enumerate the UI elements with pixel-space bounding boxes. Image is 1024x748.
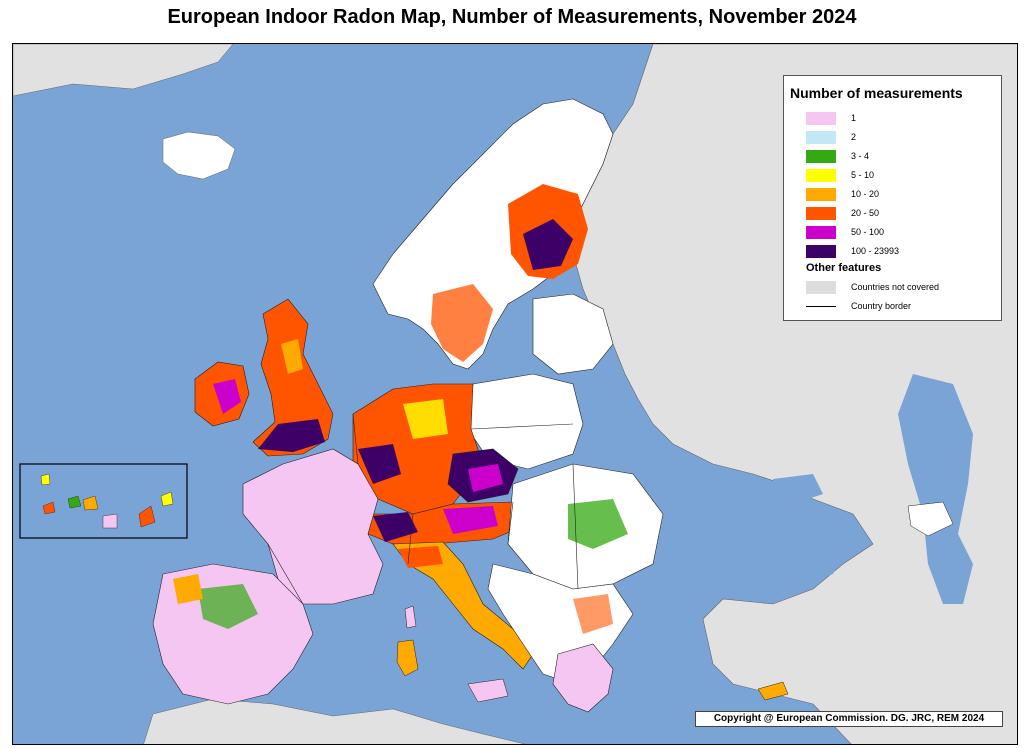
- greece: [552, 643, 614, 713]
- legend-label: 3 - 4: [851, 151, 870, 161]
- legend-swatch: [806, 206, 836, 220]
- legend-item: 2: [806, 130, 856, 144]
- legend-swatch: [806, 225, 836, 239]
- legend-label: Country border: [851, 301, 912, 311]
- cyprus: [757, 681, 789, 701]
- legend-swatch: [806, 111, 836, 125]
- legend-item: 3 - 4: [806, 149, 869, 163]
- austria-magenta: [443, 506, 498, 534]
- corsica: [404, 605, 417, 629]
- gb-yellow: [281, 339, 303, 374]
- greenland: [13, 44, 234, 97]
- legend-item: 20 - 50: [806, 206, 879, 220]
- legend-label: 10 - 20: [851, 189, 880, 199]
- legend-swatch: [806, 149, 836, 163]
- border-line-swatch: [806, 305, 836, 307]
- baltics: [532, 293, 614, 375]
- legend-label: 1: [851, 113, 857, 123]
- france: [242, 448, 384, 605]
- azov-sea: [773, 474, 823, 504]
- sardinia: [396, 639, 419, 677]
- legend-item: Countries not covered: [806, 280, 939, 294]
- legend-swatch: [806, 187, 836, 201]
- switzerland-dense: [373, 512, 418, 542]
- north-africa: [143, 698, 526, 744]
- finland-dense-2: [523, 219, 573, 270]
- legend-swatch: [806, 280, 836, 294]
- spain-orange: [173, 574, 203, 604]
- legend-swatch: [806, 130, 836, 144]
- other-features-title: Other features: [806, 262, 882, 274]
- legend-label: 20 - 50: [851, 208, 880, 218]
- legend-title: Number of measurements: [790, 85, 963, 101]
- germany-yellow: [403, 399, 448, 439]
- copyright-notice: Copyright @ European Commission. DG. JRC…: [695, 711, 1003, 727]
- legend-swatch: [806, 168, 836, 182]
- legend-label: 2: [851, 132, 857, 142]
- sicily: [467, 678, 509, 703]
- gb-dense: [258, 419, 325, 452]
- sweden-south: [431, 284, 493, 362]
- legend-item: 50 - 100: [806, 225, 884, 239]
- caspian-sea: [898, 374, 973, 604]
- czechia-magenta: [468, 464, 503, 492]
- country-borders: [267, 413, 579, 605]
- balkans-orange: [573, 594, 613, 634]
- legend-item: 5 - 10: [806, 168, 874, 182]
- legend-panel: Number of measurements 1 2 3 - 4 5 - 10 …: [783, 75, 1002, 321]
- legend-label: 5 - 10: [851, 170, 875, 180]
- legend-item: 10 - 20: [806, 187, 879, 201]
- great-britain: [252, 298, 334, 457]
- ireland-dense: [213, 379, 241, 414]
- germany-dense: [358, 444, 401, 484]
- map-title: European Indoor Radon Map, Number of Mea…: [167, 6, 857, 28]
- legend-swatch: [806, 244, 836, 258]
- legend-item: Country border: [806, 299, 911, 313]
- spain-green: [198, 584, 258, 629]
- italy: [392, 541, 534, 670]
- legend-label: Countries not covered: [851, 282, 940, 292]
- legend-label: 100 - 23993: [851, 246, 900, 256]
- legend-item: 100 - 23993: [806, 244, 899, 258]
- legend-item: 1: [806, 111, 856, 125]
- romania-green: [568, 499, 628, 549]
- iceland: [162, 131, 236, 180]
- canary-islands: [40, 473, 174, 529]
- caucasus-covered: [907, 501, 954, 537]
- black-sea: [661, 499, 848, 592]
- legend-label: 50 - 100: [851, 227, 885, 237]
